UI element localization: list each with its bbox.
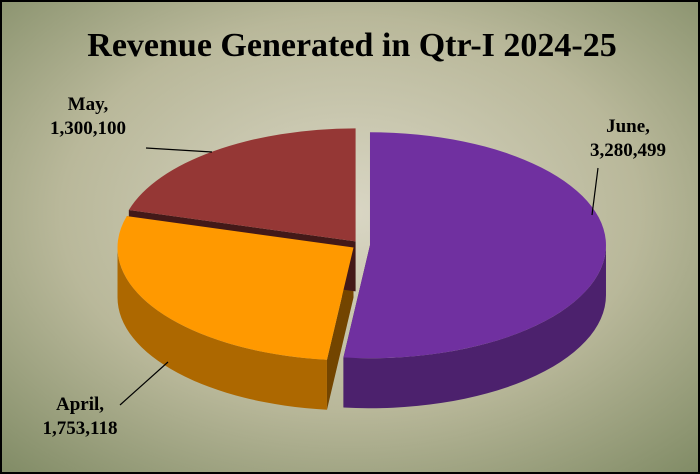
data-label-category: May,	[68, 94, 109, 115]
chart: Revenue Generated in Qtr-I 2024-25 June,…	[0, 0, 700, 474]
data-label-category: April,	[56, 394, 104, 415]
data-label-value: 1,300,100	[50, 118, 126, 139]
data-label-value: 1,753,118	[43, 418, 118, 439]
chart-title: Revenue Generated in Qtr-I 2024-25	[87, 27, 616, 64]
data-label-value: 3,280,499	[590, 140, 666, 161]
data-label-category: June,	[606, 116, 650, 137]
